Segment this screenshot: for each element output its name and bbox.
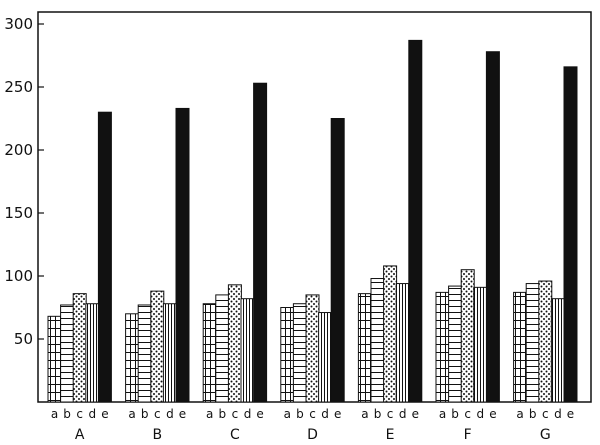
category-label: A <box>75 427 85 443</box>
series-label: a <box>284 407 291 421</box>
category-label: F <box>464 427 472 443</box>
series-label: e <box>567 407 574 421</box>
series-label: b <box>63 407 71 421</box>
bar-A-e <box>97 111 112 403</box>
series-label: b <box>451 407 459 421</box>
bar-D-b <box>292 303 307 403</box>
bar-E-e <box>408 39 423 403</box>
series-label: d <box>554 407 562 421</box>
series-label: c <box>76 407 83 421</box>
bar-G-a <box>513 291 528 403</box>
series-label: b <box>218 407 226 421</box>
y-tick-label: 150 <box>4 204 33 222</box>
category-label: E <box>386 427 395 443</box>
bar-C-a <box>202 303 217 403</box>
series-label: a <box>516 407 523 421</box>
bars <box>47 39 578 403</box>
bar-C-d <box>240 298 255 403</box>
series-label: a <box>439 407 446 421</box>
bar-D-e <box>330 118 345 403</box>
series-label: d <box>88 407 96 421</box>
bar-A-a <box>47 315 62 403</box>
y-tick-label: 250 <box>4 78 33 96</box>
series-label: d <box>476 407 484 421</box>
series-label: d <box>321 407 329 421</box>
series-label: a <box>51 407 58 421</box>
bar-A-d <box>85 303 100 403</box>
series-label: c <box>232 407 239 421</box>
bar-C-e <box>253 82 268 403</box>
bar-D-d <box>318 312 333 403</box>
bar-F-b <box>448 285 463 403</box>
series-label: c <box>309 407 316 421</box>
series-label: e <box>101 407 108 421</box>
series-label: e <box>412 407 419 421</box>
bar-F-e <box>485 51 500 403</box>
bar-D-c <box>305 294 320 403</box>
category-label: G <box>540 427 551 443</box>
series-label: b <box>296 407 304 421</box>
y-axis: 50 100 150 200 250 300 <box>4 15 44 348</box>
bar-E-b <box>370 278 385 403</box>
series-label: d <box>399 407 407 421</box>
bar-B-a <box>125 313 140 403</box>
bar-A-c <box>72 293 87 403</box>
bar-C-c <box>227 284 242 403</box>
y-tick-label: 50 <box>14 330 33 348</box>
series-label: d <box>166 407 174 421</box>
series-label: c <box>464 407 471 421</box>
y-tick-label: 300 <box>4 15 33 33</box>
bar-F-d <box>473 286 488 403</box>
bar-B-d <box>162 303 177 403</box>
series-label: c <box>154 407 161 421</box>
y-tick-label: 100 <box>4 267 33 285</box>
bar-F-c <box>460 269 475 403</box>
bar-A-b <box>60 304 75 403</box>
bar-D-a <box>280 307 295 403</box>
category-label: C <box>230 427 240 443</box>
series-label: b <box>141 407 149 421</box>
category-label: B <box>152 427 162 443</box>
bar-F-a <box>435 291 450 403</box>
series-label: c <box>542 407 549 421</box>
series-label: e <box>256 407 263 421</box>
x-axis-labels: a b c d eAa b c d eBa b c d eCa b c d eDa b c d eEa b c d eFa b c d… <box>51 407 574 443</box>
bar-B-e <box>175 107 190 403</box>
bar-E-d <box>395 283 410 403</box>
bar-C-b <box>215 294 230 403</box>
bar-E-c <box>383 265 398 403</box>
series-label: a <box>128 407 135 421</box>
bar-G-d <box>550 298 565 403</box>
series-label: d <box>244 407 252 421</box>
bar-B-b <box>137 304 152 403</box>
series-label: c <box>387 407 394 421</box>
series-label: a <box>206 407 213 421</box>
y-tick-label: 200 <box>4 141 33 159</box>
series-label: b <box>529 407 537 421</box>
bar-B-c <box>150 290 165 403</box>
series-label: b <box>374 407 382 421</box>
series-label: e <box>179 407 186 421</box>
series-label: a <box>361 407 368 421</box>
series-label: e <box>334 407 341 421</box>
bar-E-a <box>357 293 372 403</box>
bar-G-c <box>538 280 553 403</box>
category-label: D <box>307 427 318 443</box>
bar-G-e <box>563 66 578 403</box>
bar-G-b <box>525 283 540 403</box>
series-label: e <box>489 407 496 421</box>
